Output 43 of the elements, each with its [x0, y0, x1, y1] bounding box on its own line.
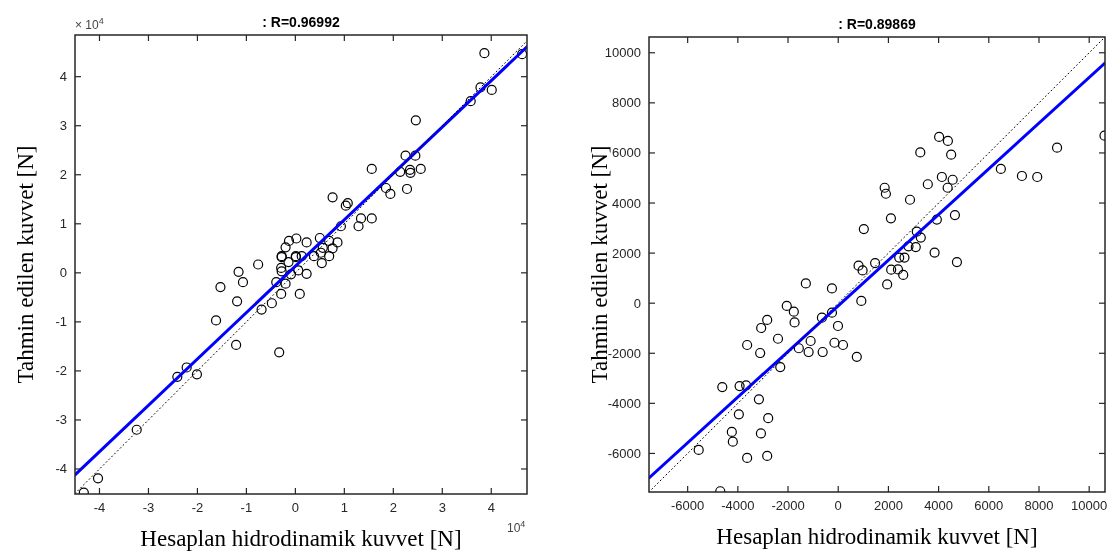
x-tick-label: 2 [389, 500, 397, 515]
y-tick-label: -3 [55, 412, 67, 428]
y-tick-label: 6000 [612, 145, 641, 161]
y-tick-label: 1 [59, 216, 67, 232]
y-tick-label: 8000 [612, 95, 641, 111]
y-tick-label: 10000 [604, 45, 641, 61]
x-tick-label: 4 [487, 500, 495, 515]
x-tick-label: -2 [191, 500, 204, 515]
y-tick-label: 4000 [612, 195, 641, 211]
x-tick-label: -1 [240, 500, 253, 515]
x-axis-title: Hesaplan hidrodinamik kuvvet [N] [140, 526, 462, 551]
x-tick-label: 4000 [924, 498, 954, 513]
x-tick-label: 0 [834, 498, 842, 513]
x-tick-label: -4000 [721, 498, 755, 513]
y-tick-label: 4 [59, 69, 67, 85]
y-tick-label: -4000 [607, 395, 641, 411]
y-tick-label: 0 [59, 265, 67, 281]
x-tick-label: 2000 [873, 498, 903, 513]
x-tick-label: 8000 [1024, 498, 1054, 513]
y-tick-label: 2 [59, 167, 67, 183]
x-tick-label: 0 [291, 500, 299, 515]
y-tick-label: 3 [59, 118, 67, 134]
text: × 10$^{4}$ [75, 16, 104, 32]
y-tick-label: -1 [55, 314, 67, 330]
y-tick-label: 2000 [612, 245, 641, 261]
x-tick-label: 1 [340, 500, 348, 515]
y-tick-label: -6000 [607, 445, 641, 461]
x-axis-title: Hesaplan hidrodinamik kuvvet [N] [716, 524, 1038, 549]
x-tick-label: -3 [142, 500, 155, 515]
y-axis-title: Tahmin edilen kuvvet [N] [13, 145, 38, 384]
chart-title: : R=0.96992 [262, 14, 340, 30]
y-tick-label: 0 [633, 295, 641, 311]
y-tick-label: -4 [55, 461, 67, 477]
y-tick-label: -2000 [607, 345, 641, 361]
x-tick-label: 3 [438, 500, 446, 515]
x-tick-label: 10000 [1071, 498, 1108, 513]
chart-title: : R=0.89869 [838, 16, 916, 32]
y-tick-label: -2 [55, 363, 67, 379]
x-tick-label: -6000 [671, 498, 705, 513]
x-tick-label: -2000 [771, 498, 805, 513]
x-tick-label: -4 [93, 500, 106, 515]
text: 10$^{4}$ [507, 519, 526, 535]
x-tick-label: 6000 [974, 498, 1004, 513]
